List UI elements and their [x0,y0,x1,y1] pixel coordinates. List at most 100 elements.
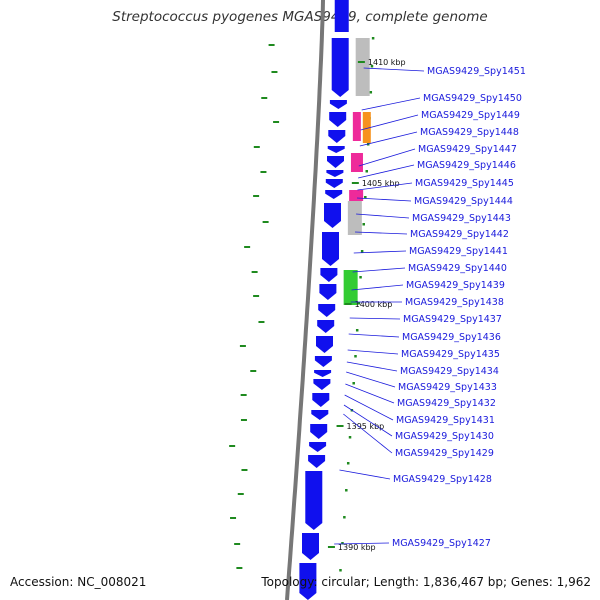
gene-leader-line [334,542,390,545]
cds-feature[interactable] [305,471,323,530]
gene-leader-line [353,250,407,254]
gene-label-link[interactable]: MGAS9429_Spy1431 [396,415,495,426]
gene-leader-line [346,371,396,388]
position-marker-label: 1405 kbp [362,179,400,188]
map-title: Streptococcus pyogenes MGAS9429, complet… [112,9,488,25]
cds-feature[interactable] [317,320,335,333]
gene-label-link[interactable]: MGAS9429_Spy1444 [414,196,513,207]
topology-label: Topology: circular; Length: 1,836,467 bp… [261,575,591,589]
gene-label-link[interactable]: MGAS9429_Spy1449 [421,110,520,121]
gene-label-link[interactable]: MGAS9429_Spy1441 [409,246,508,257]
cds-feature[interactable] [309,442,327,452]
gc-content-dot [364,196,367,199]
cds-feature[interactable] [320,268,338,282]
position-marker-label: 1400 kbp [355,300,393,309]
gene-leader-line [347,349,399,355]
pink-feature[interactable] [349,190,364,201]
gene-label-link[interactable]: MGAS9429_Spy1435 [401,349,500,360]
gene-label-link[interactable]: MGAS9429_Spy1430 [395,431,494,442]
position-marker-label: 1410 kbp [368,58,406,67]
gc-content-dot [360,250,364,253]
gene-leader-line [343,413,393,454]
green-feature[interactable] [343,270,358,305]
gene-label-link[interactable]: MGAS9429_Spy1432 [397,398,496,409]
genome-backbone [285,0,325,600]
cds-feature[interactable] [329,100,347,109]
gc-content-dot [359,276,362,279]
cds-feature[interactable] [326,170,344,177]
cds-feature[interactable] [322,232,339,266]
gc-content-dot [362,223,365,226]
orange-feature[interactable] [362,112,371,143]
cds-feature[interactable] [314,356,332,367]
gene-label-link[interactable]: MGAS9429_Spy1442 [410,229,509,240]
gene-label-link[interactable]: MGAS9429_Spy1445 [415,178,514,189]
gc-content-dot [370,65,374,68]
cds-feature[interactable] [314,370,332,377]
gc-content-dot [354,355,357,358]
gene-label-link[interactable]: MGAS9429_Spy1451 [427,66,526,77]
gene-label-link[interactable]: MGAS9429_Spy1438 [405,297,504,308]
gene-leader-line [339,469,391,480]
gc-content-dot [339,569,342,572]
gc-content-dot [369,91,373,94]
cds-feature[interactable] [325,190,343,199]
gene-label-link[interactable]: MGAS9429_Spy1428 [393,474,492,485]
gene-leader-line [346,361,398,372]
cds-feature[interactable] [312,393,330,407]
gene-leader-line [363,67,425,72]
gene-label-link[interactable]: MGAS9429_Spy1450 [423,93,522,104]
gene-leader-line [343,404,393,437]
cds-feature[interactable] [319,284,337,300]
gc-content-dot [348,436,352,439]
gray-feature[interactable] [355,38,370,96]
gene-label-link[interactable]: MGAS9429_Spy1427 [392,538,491,549]
cds-feature[interactable] [299,563,317,600]
gene-label-link[interactable]: MGAS9429_Spy1448 [420,127,519,138]
cds-feature[interactable] [328,130,346,143]
gene-label-link[interactable]: MGAS9429_Spy1440 [408,263,507,274]
cds-feature[interactable] [313,379,331,390]
gc-content-dot [345,489,348,492]
gene-label-link[interactable]: MGAS9429_Spy1439 [406,280,505,291]
gene-label-link[interactable]: MGAS9429_Spy1433 [398,382,497,393]
cds-feature[interactable] [334,0,349,32]
cds-feature[interactable] [329,112,347,127]
gene-leader-line [358,148,416,167]
gene-leader-line [345,383,395,404]
gene-leader-line [349,317,401,320]
gc-content-dot [365,170,369,173]
cds-feature[interactable] [318,304,336,317]
gene-label-link[interactable]: MGAS9429_Spy1447 [418,144,517,155]
position-marker-label: 1395 kbp [347,422,385,431]
cds-feature[interactable] [327,146,345,153]
gene-label-link[interactable]: MGAS9429_Spy1443 [412,213,511,224]
gene-label-link[interactable]: MGAS9429_Spy1437 [403,314,502,325]
gene-leader-line [359,131,418,147]
cds-feature[interactable] [311,410,329,420]
gene-label-link[interactable]: MGAS9429_Spy1446 [417,160,516,171]
gene-leader-line [348,333,400,338]
pink-feature[interactable] [350,153,363,172]
position-marker-label: 1390 kbp [338,543,376,552]
cds-feature[interactable] [331,38,349,97]
gene-leader-line [360,114,419,131]
cds-feature[interactable] [308,455,326,468]
gene-leader-line [351,284,404,291]
cds-feature[interactable] [310,424,328,439]
pink-feature[interactable] [352,112,361,141]
gene-leader-line [358,164,415,179]
gc-content-dot [355,329,359,332]
gray-feature[interactable] [347,201,362,235]
gene-label-link[interactable]: MGAS9429_Spy1436 [402,332,501,343]
gc-content-dot [343,516,346,519]
gene-label-link[interactable]: MGAS9429_Spy1429 [395,448,494,459]
cds-feature[interactable] [327,156,344,168]
gene-label-link[interactable]: MGAS9429_Spy1434 [400,366,499,377]
cds-feature[interactable] [316,336,333,353]
gc-content-dot [346,462,350,465]
cds-feature[interactable] [324,203,341,228]
cds-feature[interactable] [302,533,319,560]
cds-feature[interactable] [325,179,343,188]
